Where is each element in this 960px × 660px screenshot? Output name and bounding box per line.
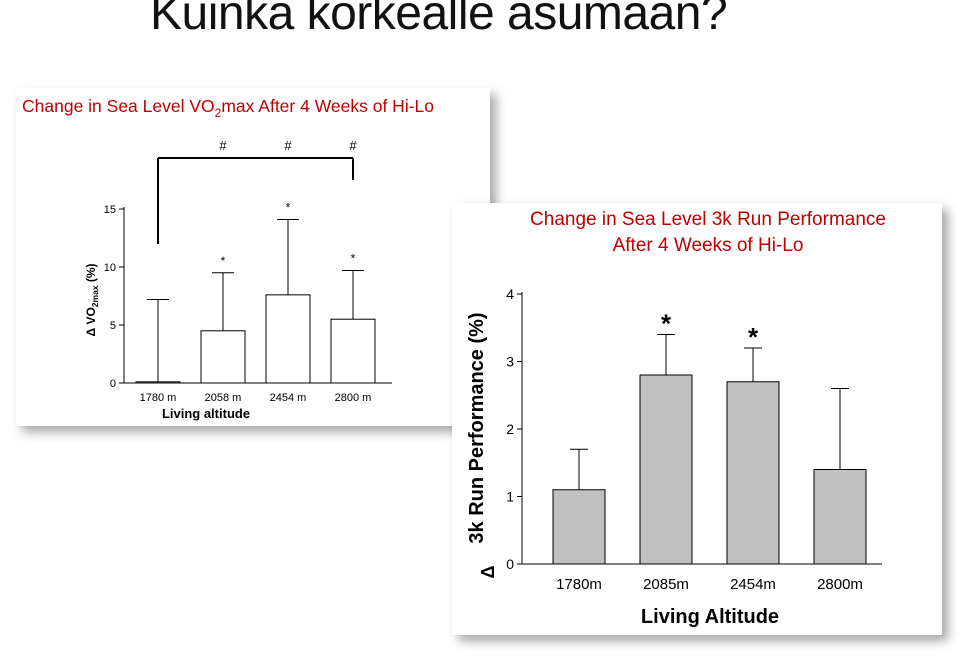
run-category-label: 1780m (556, 576, 602, 593)
run-x-axis-label: Living Altitude (641, 606, 779, 628)
vo2max-chart: Change in Sea Level VO2max After 4 Weeks… (22, 96, 434, 421)
vo2max-significance-mark: * (351, 251, 356, 265)
run-chart: Change in Sea Level 3k Run Performance A… (466, 209, 886, 628)
vo2max-title-subscript: 2 (215, 106, 222, 120)
vo2max-ylabel-prefix: Δ VO (84, 307, 98, 336)
vo2max-significance-mark: * (221, 254, 226, 268)
run-y-tick-label: 0 (506, 556, 514, 572)
vo2max-bar (135, 381, 181, 384)
run-category-label: 2085m (643, 576, 689, 593)
run-y-tick-label: 3 (506, 353, 514, 369)
vo2max-bar (330, 318, 376, 384)
vo2max-chart-title: Change in Sea Level VO2max After 4 Weeks… (22, 96, 434, 120)
run-chart-title-line1: Change in Sea Level 3k Run Performance (530, 209, 886, 230)
run-y-tick-label: 4 (506, 286, 514, 302)
run-chart-panel: Change in Sea Level 3k Run Performance A… (452, 203, 942, 635)
vo2max-x-axis-label: Living altitude (162, 406, 250, 421)
run-y-axis-label: 3k Run Performance (%) (466, 312, 488, 543)
run-category-label: 2454m (730, 576, 776, 593)
vo2max-y-tick-label: 15 (104, 204, 116, 216)
vo2max-y-tick-label: 5 (110, 320, 116, 332)
vo2max-y-axis-label: Δ VO2max (%) (84, 263, 100, 336)
vo2max-bracket-hash-mark: # (284, 138, 292, 153)
vo2max-category-label: 2058 m (205, 392, 242, 404)
run-y-tick-label: 1 (506, 488, 514, 504)
vo2max-ylabel-subscript: 2max (90, 285, 100, 307)
vo2max-ylabel-suffix: (%) (84, 263, 98, 285)
run-significance-mark: * (748, 322, 759, 352)
vo2max-title-rest: max After 4 Weeks of Hi-Lo (221, 96, 434, 116)
vo2max-bar (265, 294, 311, 384)
run-significance-mark: * (661, 309, 672, 339)
run-y-tick-label: 2 (506, 421, 514, 437)
vo2max-significance-mark: * (286, 200, 291, 214)
vo2max-y-tick-label: 10 (104, 262, 116, 274)
vo2max-bar (200, 330, 246, 384)
vo2max-bracket-hash-mark: # (219, 138, 227, 153)
vo2max-y-tick-label: 0 (110, 378, 116, 390)
vo2max-category-label: 1780 m (140, 392, 177, 404)
run-y-axis-label-prefix: Δ (478, 565, 498, 578)
run-chart-title-line2: After 4 Weeks of Hi-Lo (613, 235, 804, 256)
run-bar (552, 489, 606, 565)
vo2max-chart-panel: Change in Sea Level VO2max After 4 Weeks… (16, 88, 490, 426)
slide-title: Kuinka korkealle asumaan? (150, 0, 728, 40)
run-category-label: 2800m (817, 576, 863, 593)
vo2max-bracket-hash-mark: # (349, 138, 357, 153)
vo2max-category-label: 2800 m (335, 392, 372, 404)
vo2max-category-label: 2454 m (270, 392, 307, 404)
run-bar (639, 374, 693, 565)
run-bar (726, 381, 780, 565)
run-bar (813, 469, 867, 565)
vo2max-title-main: Change in Sea Level VO (22, 96, 215, 116)
